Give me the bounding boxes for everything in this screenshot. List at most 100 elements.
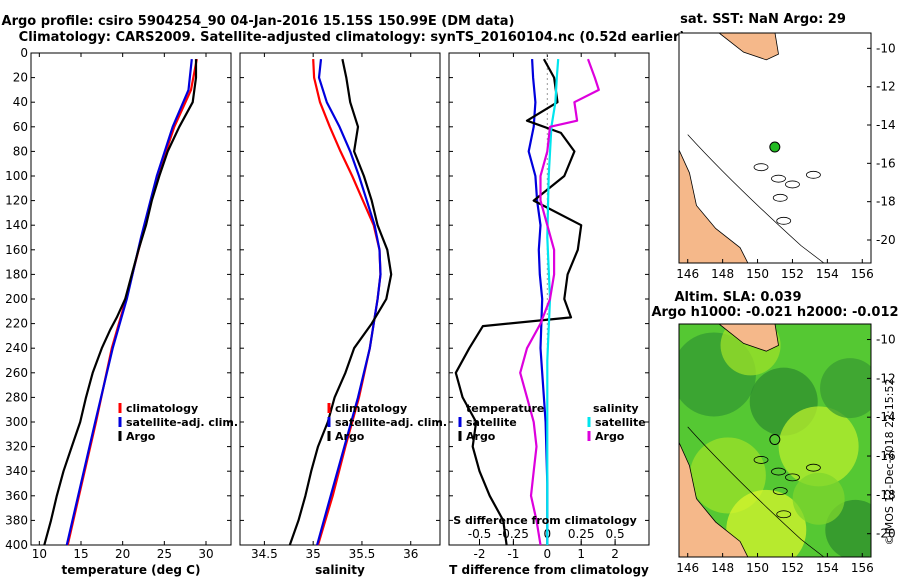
x-tick-label: 10	[32, 547, 47, 561]
profile-panel-1: 0 20 40 60 80 100 120 140 160 180 200 220 240 260 280 3…	[5, 46, 232, 577]
shelf-contour	[687, 134, 825, 263]
legend-diff-sal: salinity	[593, 402, 639, 415]
temp-legend: climatology satellite-adj. clim. Argo	[118, 402, 238, 443]
x-tick-label: -2	[474, 547, 486, 561]
sla-anomaly	[778, 406, 859, 487]
legend-diff-ssat: satellite	[595, 416, 646, 429]
series-satellite-adj-clim-	[316, 58, 382, 546]
diff-secondary-axis-title: S difference from climatology	[453, 514, 637, 527]
x-tick-label: 15	[73, 547, 88, 561]
map-y-tick-label: -12	[876, 371, 896, 385]
y-tick-label: 140	[5, 218, 28, 232]
x-axis-label: T difference from climatology	[449, 563, 649, 577]
map-x-tick-label: 148	[711, 561, 734, 575]
secondary-tick-label: 0.5	[606, 527, 625, 541]
panel-frame	[30, 52, 232, 546]
series-argo	[288, 58, 393, 546]
secondary-tick-label: 0.25	[568, 527, 595, 541]
y-tick-label: 20	[13, 71, 28, 85]
map-y-tick-label: -14	[876, 118, 896, 132]
map-frame	[678, 323, 872, 558]
legend-diff-targo: Argo	[466, 430, 496, 443]
sla-map-title-line1: Altim. SLA: 0.039	[675, 290, 802, 305]
x-tick-label: 0	[543, 547, 551, 561]
x-axis-label: temperature (deg C)	[62, 563, 201, 577]
sst-map: 146 148 150 152 154 156 -10 -12 -14 -16 -18 -20	[676, 32, 896, 281]
map-y-tick-label: -16	[876, 156, 896, 170]
reef-outline	[806, 170, 821, 179]
y-tick-label: 320	[5, 440, 28, 454]
map-y-tick-label: -20	[876, 527, 896, 541]
y-tick-label: 0	[20, 46, 28, 60]
y-tick-label: 360	[5, 489, 28, 503]
sal-legend: climatology satellite-adj. clim. Argo	[327, 402, 447, 443]
map-x-tick-label: 150	[746, 561, 769, 575]
figure-title-line1: Argo profile: csiro 5904254_90 04-Jan-20…	[2, 14, 515, 29]
profile-panel-2: 34.5 35 35.5 36 salinity	[239, 52, 441, 577]
x-tick-label: 34.5	[251, 547, 278, 561]
y-tick-label: 60	[13, 120, 28, 134]
map-content	[679, 324, 871, 557]
map-y-tick-label: -14	[876, 410, 896, 424]
sla-anomaly	[726, 489, 807, 557]
y-tick-label: 260	[5, 366, 28, 380]
map-x-tick-label: 154	[816, 561, 839, 575]
series-argo	[43, 59, 198, 546]
series-temperature-satellite	[527, 59, 549, 545]
y-tick-label: 380	[5, 513, 28, 527]
y-tick-label: 100	[5, 169, 28, 183]
y-tick-label: 200	[5, 292, 28, 306]
x-tick-label: 1	[577, 547, 585, 561]
png-land	[718, 33, 779, 61]
reef-outline	[776, 216, 792, 225]
y-tick-label: 120	[5, 194, 28, 208]
reef-outline	[785, 180, 800, 189]
reef-outline	[806, 463, 821, 472]
sst-map-title: sat. SST: NaN Argo: 29	[680, 12, 846, 27]
series-salinity-satellite	[546, 59, 560, 545]
map-y-tick-label: -10	[876, 333, 896, 347]
map-y-tick-label: -18	[876, 195, 896, 209]
y-tick-label: 280	[5, 390, 28, 404]
y-tick-label: 400	[5, 538, 28, 552]
legend-sal-sat: satellite-adj. clim.	[335, 416, 447, 429]
map-x-tick-label: 146	[676, 561, 699, 575]
png-land	[718, 324, 779, 352]
diff-legend: temperature satellite Argo salinity sate…	[458, 402, 646, 443]
map-x-tick-label: 148	[711, 267, 734, 281]
legend-temp-clim: climatology	[126, 402, 198, 415]
x-tick-label: 25	[157, 547, 172, 561]
x-tick-label: 36	[403, 547, 418, 561]
secondary-tick-label: -0.25	[498, 527, 529, 541]
legend-sal-argo: Argo	[335, 430, 365, 443]
australia-land	[679, 442, 749, 557]
figure-title-line2: Climatology: CARS2009. Satellite-adjuste…	[19, 30, 686, 45]
x-tick-label: 35.5	[349, 547, 376, 561]
map-y-tick-label: -12	[876, 80, 896, 94]
secondary-tick-label: -0.5	[468, 527, 491, 541]
y-tick-label: 180	[5, 267, 28, 281]
map-content	[679, 33, 871, 263]
x-tick-label: 30	[198, 547, 213, 561]
map-x-tick-label: 156	[851, 561, 874, 575]
y-tick-label: 300	[5, 415, 28, 429]
reef-outline	[753, 163, 769, 172]
map-y-tick-label: -18	[876, 488, 896, 502]
reef-outline	[772, 487, 788, 495]
y-tick-label: 160	[5, 243, 28, 257]
sla-map: 146 148 150 152 154 156 -10 -12 -14 -16 -18 -20	[676, 323, 896, 575]
reef-outline	[771, 174, 786, 183]
sla-map-title-line2: Argo h1000: -0.021 h2000: -0.012	[651, 305, 898, 320]
shelf-contour	[687, 426, 825, 557]
y-tick-label: 340	[5, 464, 28, 478]
y-tick-label: 240	[5, 341, 28, 355]
legend-sal-clim: climatology	[335, 402, 407, 415]
y-tick-label: 220	[5, 317, 28, 331]
reef-outline	[753, 456, 769, 464]
map-y-tick-label: -20	[876, 233, 896, 247]
legend-diff-sargo: Argo	[595, 430, 625, 443]
y-tick-label: 80	[13, 144, 28, 158]
reef-outline	[776, 510, 792, 519]
